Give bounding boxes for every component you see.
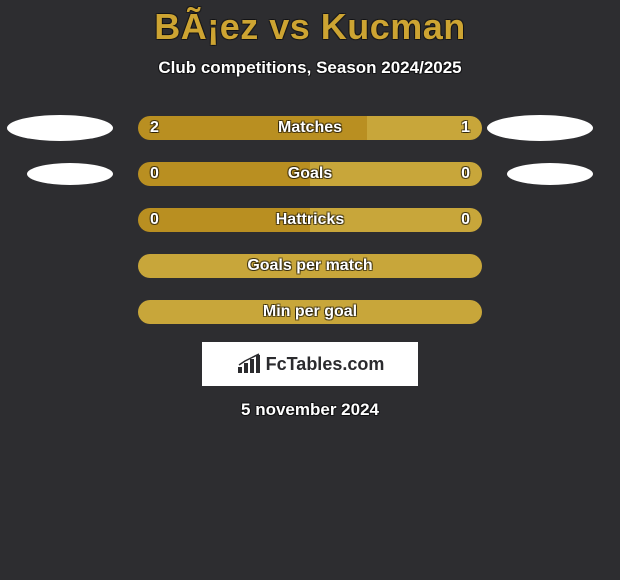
stat-row: Min per goal <box>0 300 620 324</box>
stat-left-value: 2 <box>138 119 171 137</box>
stat-bar-right: 0 <box>310 208 482 232</box>
stat-bar-left <box>138 254 482 278</box>
stat-bar: Min per goal <box>138 300 482 324</box>
brand-badge: FcTables.com <box>202 342 418 386</box>
player-right-dot <box>487 115 593 141</box>
date-label: 5 november 2024 <box>241 400 379 420</box>
stat-row: 21Matches <box>0 116 620 140</box>
stat-bar-right: 1 <box>367 116 482 140</box>
stat-bar: 00Hattricks <box>138 208 482 232</box>
stat-bar-left <box>138 300 482 324</box>
stat-left-value: 0 <box>138 165 171 183</box>
stat-left-value: 0 <box>138 211 171 229</box>
stat-bar: Goals per match <box>138 254 482 278</box>
stat-right-value: 0 <box>449 211 482 229</box>
player-left-dot <box>7 115 113 141</box>
brand-text: FcTables.com <box>266 354 385 375</box>
stat-bar-left: 0 <box>138 208 310 232</box>
stat-row: Goals per match <box>0 254 620 278</box>
player-right-dot <box>507 163 593 185</box>
stat-bar: 00Goals <box>138 162 482 186</box>
stat-rows: 21Matches00Goals00HattricksGoals per mat… <box>0 116 620 324</box>
stat-bar: 21Matches <box>138 116 482 140</box>
stat-bar-left: 2 <box>138 116 367 140</box>
subtitle: Club competitions, Season 2024/2025 <box>158 58 461 78</box>
stat-bar-right: 0 <box>310 162 482 186</box>
stat-row: 00Hattricks <box>0 208 620 232</box>
bar-chart-icon <box>236 353 262 375</box>
stat-right-value: 0 <box>449 165 482 183</box>
stat-right-value: 1 <box>449 119 482 137</box>
page-title: BÃ¡ez vs Kucman <box>154 6 466 48</box>
player-left-dot <box>27 163 113 185</box>
stat-bar-left: 0 <box>138 162 310 186</box>
stat-row: 00Goals <box>0 162 620 186</box>
comparison-infographic: BÃ¡ez vs Kucman Club competitions, Seaso… <box>0 0 620 580</box>
